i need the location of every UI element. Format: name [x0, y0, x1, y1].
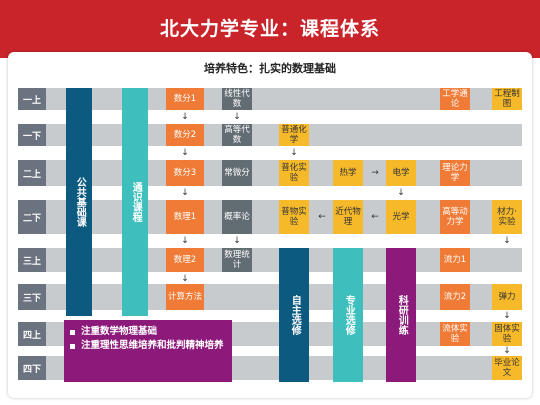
header-bar — [0, 0, 540, 58]
course-box: 电学 — [386, 160, 416, 186]
arrow-down-icon: ↓ — [181, 236, 189, 246]
course-box: 弹力 — [492, 284, 522, 310]
arrow-down-icon: ↓ — [503, 346, 511, 356]
course-box: 数理2 — [166, 248, 204, 272]
semester-label: 三上 — [18, 248, 46, 272]
arrow-down-icon: ↓ — [233, 112, 241, 122]
arrow-down-icon: ↓ — [503, 311, 511, 321]
course-box: 光学 — [386, 200, 416, 234]
arrow-down-icon: ↓ — [503, 236, 511, 246]
row-bg-4 — [18, 200, 522, 234]
row-bg-6 — [18, 284, 522, 310]
course-box: 材力·实验 — [492, 200, 522, 234]
semester-label: 三下 — [18, 284, 46, 310]
research-training-bar: 科研训练 — [386, 248, 416, 382]
course-box: 数理1 — [166, 200, 204, 234]
course-box: 线性代数 — [222, 88, 252, 110]
public-basic-courses-bar: 公共基础课 — [66, 88, 92, 316]
course-box: 数分2 — [166, 124, 204, 146]
arrow-right-icon: → — [371, 168, 379, 178]
arrow-left-icon: ← — [318, 212, 326, 222]
row-bg-2 — [18, 124, 522, 146]
subtitle: 培养特色：扎实的数理基础 — [204, 62, 336, 75]
arrow-down-icon: ↓ — [290, 148, 298, 158]
semester-label: 二下 — [18, 200, 46, 234]
note-item: 注重数学物理基础 — [70, 325, 226, 339]
page-title: 北大力学专业：课程体系 — [159, 18, 380, 40]
course-box: 数分1 — [166, 88, 204, 110]
course-box: 高等代数 — [222, 124, 252, 146]
arrow-down-icon: ↓ — [397, 188, 405, 198]
course-box: 普通化学 — [279, 124, 309, 146]
bullet-icon — [70, 343, 75, 349]
course-box: 普化实验 — [279, 160, 309, 186]
course-box: 工程制图 — [492, 88, 522, 110]
course-box: 数理统计 — [222, 248, 252, 272]
course-box: 工学通论 — [440, 88, 470, 110]
course-box: 流力1 — [440, 248, 470, 272]
arrow-down-icon: ↓ — [181, 112, 189, 122]
row-bg-5 — [18, 248, 522, 272]
semester-label: 二上 — [18, 160, 46, 186]
bullet-icon — [70, 330, 75, 335]
semester-label: 四上 — [18, 322, 46, 346]
course-box: 固体实验 — [492, 322, 522, 346]
course-box: 概率论 — [222, 200, 252, 234]
course-box: 常微分 — [222, 160, 252, 186]
note-item: 注重理性思维培养和批判精神培养 — [70, 339, 226, 353]
course-box: 近代物理 — [333, 200, 363, 234]
general-courses-bar: 通识课程 — [122, 88, 148, 316]
course-box: 普物实验 — [279, 200, 309, 234]
course-box: 毕业论文 — [492, 356, 522, 380]
course-box: 流力2 — [440, 284, 470, 310]
course-box: 数分3 — [166, 160, 204, 186]
semester-label: 一下 — [18, 124, 46, 146]
arrow-down-icon: ↓ — [181, 188, 189, 198]
free-elective-bar: 自主选修 — [279, 248, 309, 382]
course-box: 理论力学 — [440, 160, 470, 186]
course-box: 热学 — [333, 160, 363, 186]
course-box: 流体实验 — [440, 322, 470, 346]
arrow-left-icon: ← — [371, 212, 379, 222]
course-box: 计算方法 — [166, 284, 204, 310]
arrow-down-icon: ↓ — [233, 236, 241, 246]
semester-label: 四下 — [18, 356, 46, 380]
course-box: 高等动力学 — [440, 200, 470, 234]
arrow-down-icon: ↓ — [181, 274, 189, 284]
row-bg-3 — [18, 160, 522, 186]
major-elective-bar: 专业选修 — [333, 248, 363, 382]
arrow-down-icon: ↓ — [181, 148, 189, 158]
semester-label: 一上 — [18, 88, 46, 110]
features-note: 注重数学物理基础 注重理性思维培养和批判精神培养 — [64, 320, 232, 382]
